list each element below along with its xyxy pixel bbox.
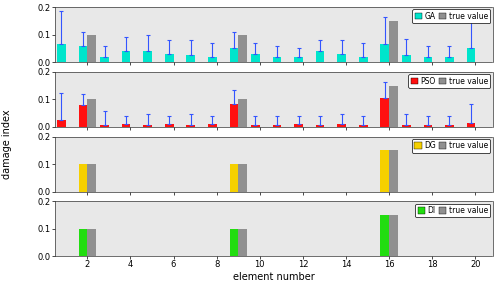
Bar (144, 51, 152, 62)
Bar (100, 56, 109, 62)
Bar (230, 48, 238, 62)
Legend: DG, true value: DG, true value (412, 139, 490, 153)
Bar (389, 21, 398, 62)
Bar (238, 99, 247, 127)
Bar (78, 46, 88, 62)
X-axis label: element number: element number (233, 272, 314, 282)
Bar (389, 215, 398, 256)
Bar (294, 124, 303, 127)
Bar (380, 44, 389, 62)
Bar (389, 150, 398, 192)
Bar (359, 125, 368, 127)
Bar (208, 56, 216, 62)
Bar (88, 229, 96, 256)
Bar (165, 54, 173, 62)
Bar (57, 120, 66, 127)
Bar (380, 215, 389, 256)
Bar (165, 124, 173, 127)
Bar (100, 125, 109, 127)
Bar (380, 150, 389, 192)
Legend: GA, true value: GA, true value (412, 10, 490, 23)
Bar (272, 125, 281, 127)
Bar (402, 55, 410, 62)
Bar (238, 229, 247, 256)
Bar (238, 164, 247, 192)
Bar (402, 125, 410, 127)
Bar (389, 86, 398, 127)
Bar (445, 56, 454, 62)
Bar (78, 164, 88, 192)
Bar (122, 51, 130, 62)
Bar (122, 124, 130, 127)
Bar (251, 125, 260, 127)
Bar (445, 125, 454, 127)
Bar (144, 125, 152, 127)
Bar (186, 125, 195, 127)
Bar (359, 56, 368, 62)
Bar (294, 56, 303, 62)
Bar (88, 35, 96, 62)
Bar (186, 55, 195, 62)
Bar (251, 54, 260, 62)
Bar (466, 48, 475, 62)
Bar (338, 124, 346, 127)
Bar (208, 124, 216, 127)
Bar (230, 103, 238, 127)
Bar (424, 125, 432, 127)
Legend: PSO, true value: PSO, true value (408, 74, 490, 88)
Bar (78, 105, 88, 127)
Bar (230, 164, 238, 192)
Bar (57, 44, 66, 62)
Bar (272, 56, 281, 62)
Bar (316, 125, 324, 127)
Bar (380, 98, 389, 127)
Bar (338, 54, 346, 62)
Text: damage index: damage index (2, 109, 12, 179)
Bar (466, 123, 475, 127)
Bar (88, 164, 96, 192)
Bar (238, 35, 247, 62)
Bar (424, 56, 432, 62)
Bar (78, 229, 88, 256)
Bar (88, 99, 96, 127)
Bar (230, 229, 238, 256)
Bar (316, 51, 324, 62)
Legend: DI, true value: DI, true value (416, 204, 490, 217)
